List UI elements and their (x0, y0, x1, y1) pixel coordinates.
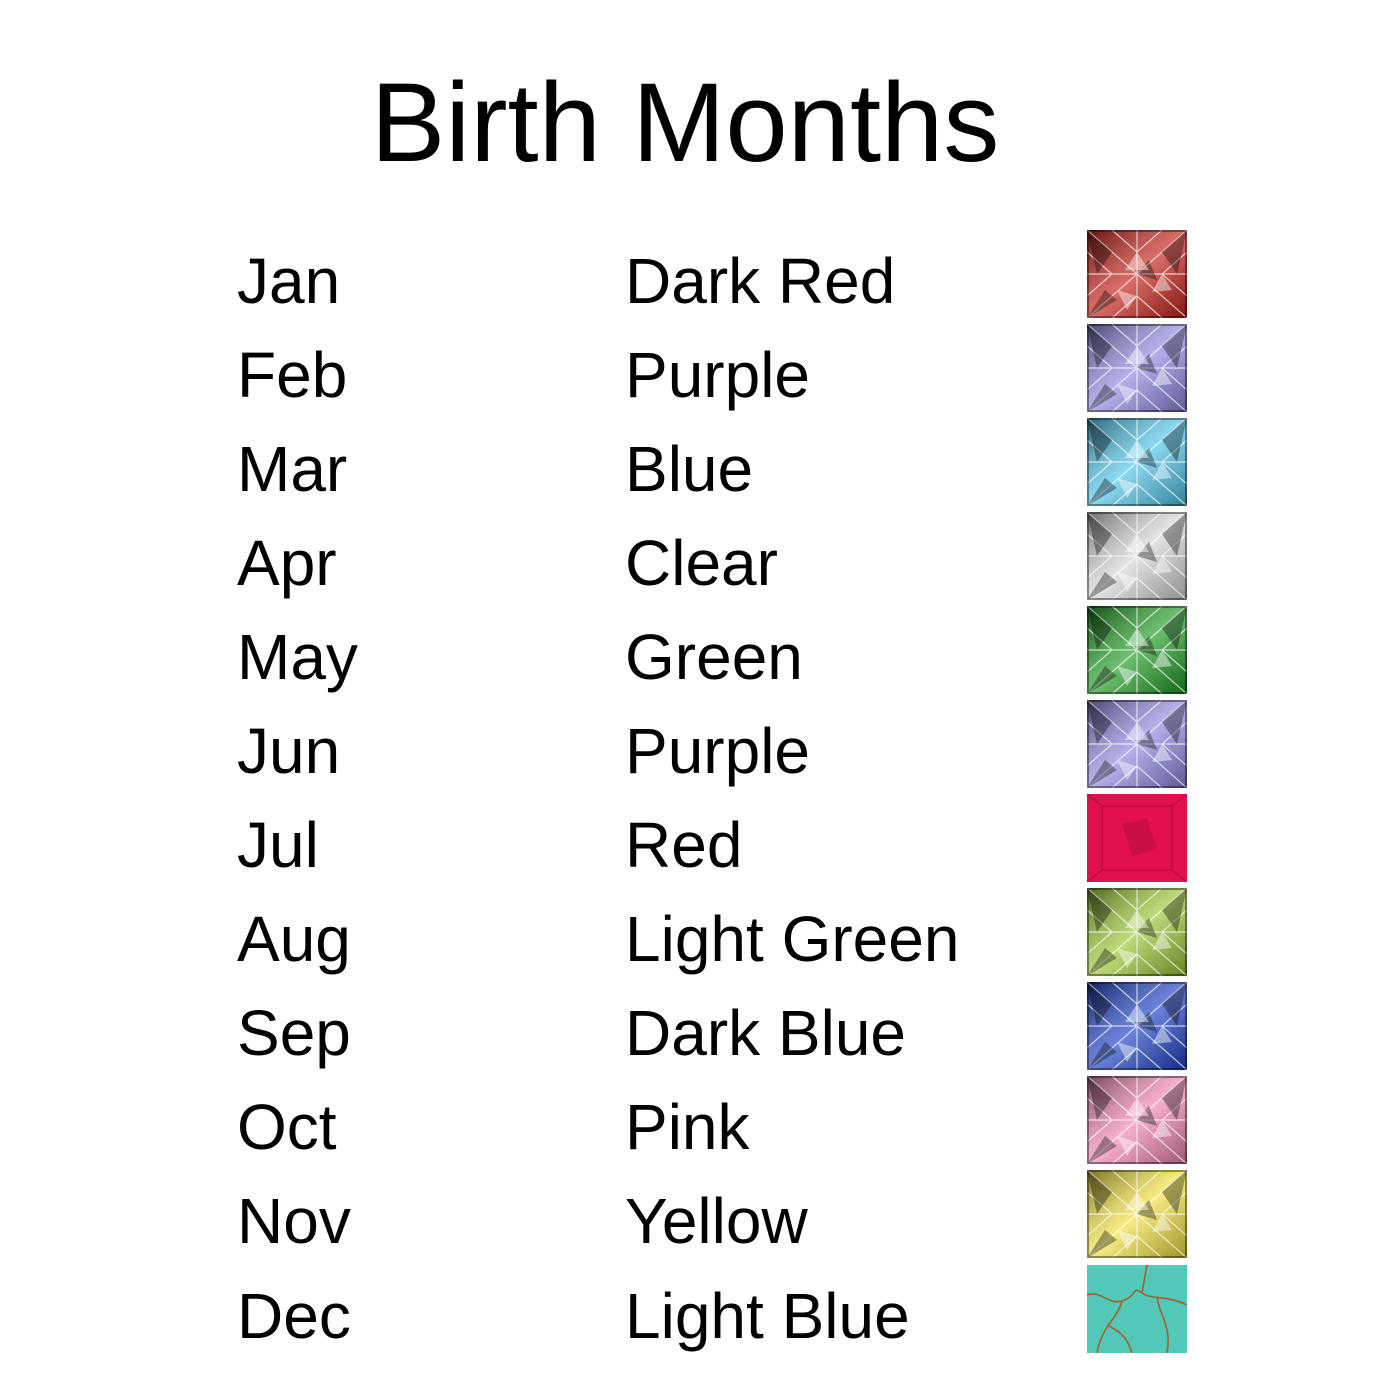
gem-image (1087, 512, 1187, 600)
month-label: May (237, 621, 358, 693)
list-item: Dec Light Blue (0, 1265, 1400, 1359)
gemstone-swatch (1087, 982, 1187, 1070)
month-label: Mar (237, 433, 348, 505)
list-item: Sep Dark Blue (0, 982, 1400, 1076)
gemstone-swatch (1087, 606, 1187, 694)
list-item: Jan Dark Red (0, 230, 1400, 324)
gem-image (1087, 1265, 1187, 1353)
gemstone-swatch (1087, 324, 1187, 412)
color-label: Yellow (625, 1185, 808, 1257)
gemstone-swatch (1087, 700, 1187, 788)
gemstone-swatch (1087, 888, 1187, 976)
month-label: Aug (237, 903, 351, 975)
list-item: Feb Purple (0, 324, 1400, 418)
month-label: Apr (237, 527, 337, 599)
color-label: Dark Blue (625, 997, 906, 1069)
page-title: Birth Months (370, 60, 1000, 185)
gem-image (1087, 700, 1187, 788)
color-label: Dark Red (625, 245, 896, 317)
list-item: Oct Pink (0, 1076, 1400, 1170)
color-label: Purple (625, 715, 810, 787)
gem-image (1087, 1170, 1187, 1258)
gemstone-swatch (1087, 1170, 1187, 1258)
color-label: Green (625, 621, 803, 693)
gemstone-swatch (1087, 512, 1187, 600)
month-label: Dec (237, 1280, 351, 1352)
month-label: Jun (237, 715, 341, 787)
gem-image (1087, 418, 1187, 506)
month-label: Oct (237, 1091, 337, 1163)
month-label: Jan (237, 245, 341, 317)
color-label: Light Green (625, 903, 960, 975)
gemstone-swatch (1087, 1076, 1187, 1164)
gem-image (1087, 982, 1187, 1070)
list-item: Jun Purple (0, 700, 1400, 794)
gem-image (1087, 324, 1187, 412)
list-item: Apr Clear (0, 512, 1400, 606)
gem-image (1087, 230, 1187, 318)
color-label: Purple (625, 339, 810, 411)
list-item: Nov Yellow (0, 1170, 1400, 1264)
gem-image (1087, 1076, 1187, 1164)
list-item: Mar Blue (0, 418, 1400, 512)
gemstone-swatch (1087, 418, 1187, 506)
gem-image (1087, 794, 1187, 882)
color-label: Blue (625, 433, 754, 505)
gemstone-swatch (1087, 230, 1187, 318)
list-item: May Green (0, 606, 1400, 700)
color-label: Clear (625, 527, 778, 599)
month-label: Sep (237, 997, 351, 1069)
gem-image (1087, 888, 1187, 976)
gemstone-swatch (1087, 1265, 1187, 1353)
gemstone-swatch (1087, 794, 1187, 882)
list-item: Aug Light Green (0, 888, 1400, 982)
color-label: Red (625, 809, 743, 881)
month-label: Feb (237, 339, 348, 411)
color-label: Pink (625, 1091, 750, 1163)
month-label: Nov (237, 1185, 351, 1257)
month-label: Jul (237, 809, 319, 881)
color-label: Light Blue (625, 1280, 910, 1352)
list-item: Jul Red (0, 794, 1400, 888)
gem-image (1087, 606, 1187, 694)
